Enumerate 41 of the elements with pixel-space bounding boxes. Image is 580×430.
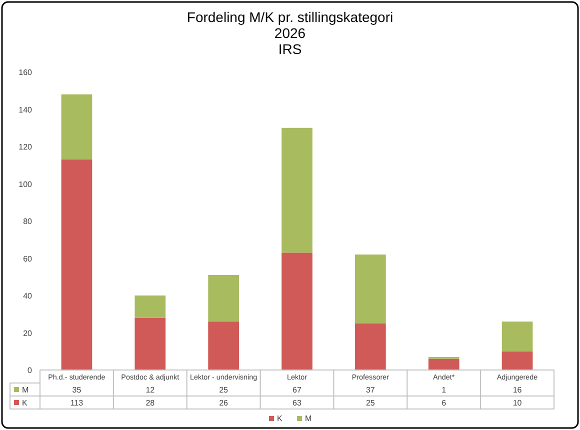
bar [134,318,166,370]
bar [355,254,386,324]
legend-label: M [22,386,29,394]
bar [355,323,386,370]
data-label: 35 [72,386,82,394]
y-tick-label: 60 [23,254,33,264]
y-tick-label: 160 [18,68,33,77]
text: M [305,414,312,423]
y-tick-label: 100 [18,180,33,189]
bar [208,275,239,322]
bar [282,128,312,253]
y-tick-label: 140 [18,105,33,114]
data-label: 6 [442,398,447,408]
data-label: 67 [292,386,302,394]
text: K [22,398,28,408]
data-label: 63 [292,398,302,408]
bar [134,296,166,318]
bar [61,94,92,160]
data-label: 113 [70,398,84,408]
data-label: 37 [366,386,376,394]
data-label: 16 [512,386,522,394]
y-tick-label: 120 [18,142,33,152]
data-label: 25 [219,386,229,394]
legend-label: K [277,414,283,423]
bar [282,252,312,370]
data-label: 25 [366,398,376,408]
data-label: 26 [219,398,229,408]
y-tick-label: 80 [23,217,33,226]
bar [61,160,92,370]
bar [428,358,460,370]
y-tick-label: 0 [28,366,33,375]
data-label: 1 [442,386,447,394]
bar [502,322,533,352]
bar [502,351,533,370]
data-label: 10 [512,398,522,408]
y-tick-label: 20 [23,328,33,338]
bar [208,322,239,370]
data-label: 12 [146,386,156,394]
y-tick-label: 40 [23,292,33,300]
chart-title: Fordeling M/K pr. stillingskategori 2026 IRS [186,9,394,57]
data-label: 28 [146,398,156,408]
